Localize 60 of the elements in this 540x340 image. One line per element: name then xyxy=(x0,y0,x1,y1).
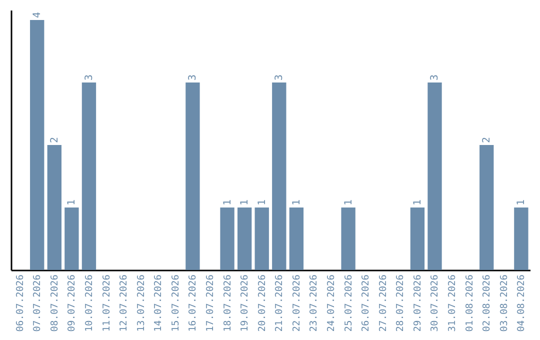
x-tick-label: 09.07.2026 xyxy=(66,274,78,332)
data-label: 1 xyxy=(343,199,354,206)
x-tick-label: 23.07.2026 xyxy=(308,274,320,332)
bar xyxy=(220,208,234,270)
x-tick-label: 08.07.2026 xyxy=(49,274,60,332)
x-tick-label: 22.07.2026 xyxy=(291,274,302,332)
x-tick-label: 02.08.2026 xyxy=(482,274,493,332)
bar xyxy=(428,82,442,270)
bar xyxy=(254,208,269,270)
x-tick-label: 24.07.2026 xyxy=(326,274,338,332)
x-tick-label: 30.07.2026 xyxy=(430,274,441,332)
x-tick-label: 21.07.2026 xyxy=(274,274,286,332)
bar xyxy=(480,145,494,270)
data-label: 3 xyxy=(274,74,286,80)
data-label: 4 xyxy=(32,12,44,18)
bar xyxy=(64,208,79,270)
x-tick-label: 26.07.2026 xyxy=(360,274,372,332)
bar xyxy=(30,20,44,270)
x-tick-label: 03.08.2026 xyxy=(498,274,510,332)
x-tick-label: 01.08.2026 xyxy=(464,274,476,332)
bar xyxy=(47,145,62,270)
data-label: 1 xyxy=(256,199,268,206)
x-tick-label: 17.07.2026 xyxy=(204,274,216,332)
x-tick-label: 16.07.2026 xyxy=(188,274,199,332)
data-label: 3 xyxy=(84,74,95,80)
x-tick-label: 04.08.2026 xyxy=(516,274,528,332)
data-label: 1 xyxy=(291,199,302,206)
x-tick-label: 11.07.2026 xyxy=(101,274,112,332)
x-tick-label: 06.07.2026 xyxy=(14,274,26,332)
x-tick-label: 20.07.2026 xyxy=(256,274,268,332)
x-tick-label: 31.07.2026 xyxy=(447,274,458,332)
x-tick-label: 12.07.2026 xyxy=(118,274,130,332)
x-tick-label: 27.07.2026 xyxy=(378,274,389,332)
data-label: 3 xyxy=(430,74,441,80)
x-tick-label: 10.07.2026 xyxy=(84,274,95,332)
bar xyxy=(341,208,356,270)
x-tick-label: 13.07.2026 xyxy=(136,274,147,332)
data-label: 2 xyxy=(482,136,493,143)
x-tick-label: 28.07.2026 xyxy=(395,274,406,332)
bar xyxy=(272,82,286,270)
x-tick-label: 25.07.2026 xyxy=(343,274,354,332)
data-label: 1 xyxy=(412,199,424,206)
data-label: 1 xyxy=(240,199,251,206)
bar xyxy=(410,208,425,270)
x-tick-label: 07.07.2026 xyxy=(32,274,44,332)
data-label: 1 xyxy=(222,199,234,206)
data-label: 3 xyxy=(188,74,199,80)
data-label: 1 xyxy=(516,199,528,206)
x-tick-label: 19.07.2026 xyxy=(240,274,251,332)
bar xyxy=(237,208,252,270)
x-tick-label: 15.07.2026 xyxy=(170,274,182,332)
bar xyxy=(289,208,304,270)
data-label: 1 xyxy=(66,199,78,206)
bar xyxy=(82,82,96,270)
bar xyxy=(186,82,200,270)
x-tick-label: 29.07.2026 xyxy=(412,274,424,332)
data-label: 2 xyxy=(49,136,60,143)
x-tick-label: 14.07.2026 xyxy=(153,274,164,332)
bar xyxy=(514,208,528,270)
x-tick-label: 18.07.2026 xyxy=(222,274,234,332)
